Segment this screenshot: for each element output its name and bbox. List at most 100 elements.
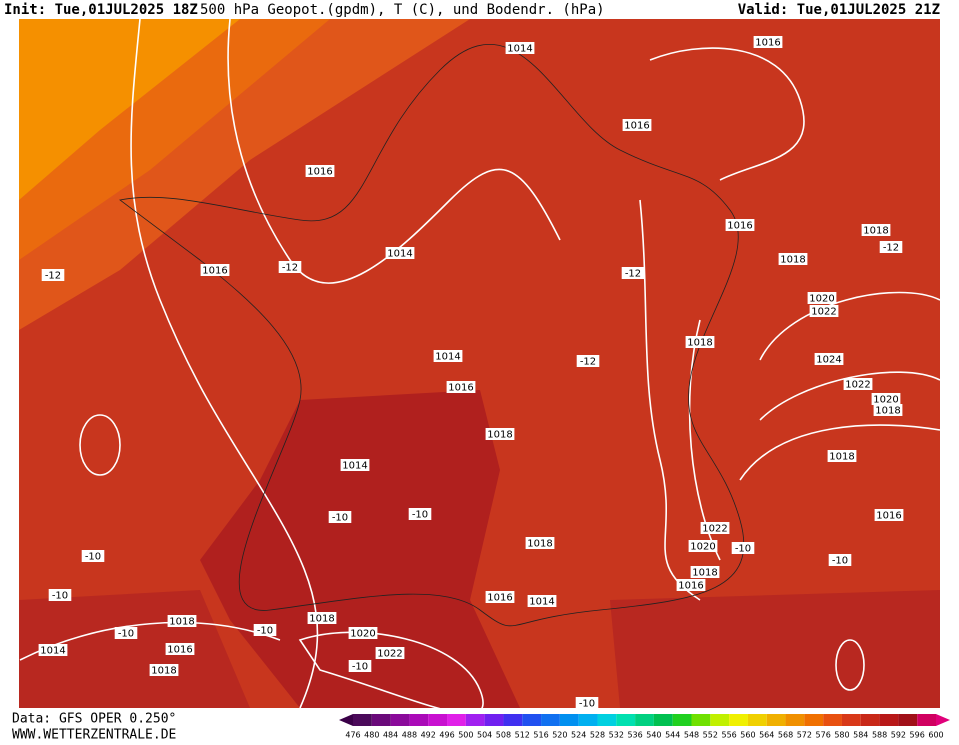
isobar-label: 1022 bbox=[377, 649, 402, 660]
cold-core bbox=[200, 390, 520, 708]
label-box bbox=[725, 219, 755, 231]
label-box bbox=[375, 647, 405, 659]
scale-label: 528 bbox=[590, 731, 605, 740]
isobar-label: 1014 bbox=[387, 249, 412, 260]
label-box bbox=[809, 305, 839, 317]
label-box bbox=[873, 404, 903, 416]
scale-label: 564 bbox=[759, 731, 774, 740]
scale-swatch bbox=[823, 714, 842, 726]
scale-swatch bbox=[841, 714, 861, 726]
isobar-label: 1024 bbox=[816, 355, 841, 366]
isobar-label: 1016 bbox=[727, 221, 752, 232]
label-box bbox=[879, 241, 903, 253]
isobar-label: 1014 bbox=[507, 44, 532, 55]
scale-label: 596 bbox=[910, 731, 925, 740]
scale-label: 592 bbox=[891, 731, 906, 740]
website: WWW.WETTERZENTRALE.DE bbox=[12, 728, 176, 742]
scale-swatch bbox=[898, 714, 918, 726]
label-box bbox=[485, 428, 515, 440]
isobar-label: 1016 bbox=[487, 593, 512, 604]
label-box bbox=[828, 554, 852, 566]
isobar-label: 1018 bbox=[863, 226, 888, 237]
scale-swatch bbox=[917, 714, 936, 726]
scale-label: 584 bbox=[853, 731, 868, 740]
scale-label: 524 bbox=[571, 731, 586, 740]
scale-swatch bbox=[541, 714, 560, 726]
label-box bbox=[688, 540, 718, 552]
scale-swatch bbox=[766, 714, 786, 726]
label-box bbox=[307, 612, 337, 624]
scale-label: 488 bbox=[402, 731, 417, 740]
label-box bbox=[38, 644, 68, 656]
label-box bbox=[807, 292, 837, 304]
scale-swatch bbox=[785, 714, 805, 726]
isobar-label: 1016 bbox=[307, 167, 332, 178]
scale-arrow-right bbox=[936, 714, 950, 726]
label-box bbox=[685, 336, 715, 348]
isobar-label: 1016 bbox=[624, 121, 649, 132]
isobar-label: -10 bbox=[118, 629, 134, 640]
scale-label: 500 bbox=[458, 731, 473, 740]
isobar-label: -12 bbox=[45, 271, 61, 282]
label-box bbox=[167, 615, 197, 627]
scale-label: 552 bbox=[703, 731, 718, 740]
scale-label: 544 bbox=[665, 731, 680, 740]
scale-swatch bbox=[616, 714, 636, 726]
scale-arrow-left bbox=[339, 714, 353, 726]
label-box bbox=[81, 550, 105, 562]
scale-label: 588 bbox=[872, 731, 887, 740]
isobar-label: 1016 bbox=[167, 645, 192, 656]
isobar-label: -10 bbox=[332, 513, 348, 524]
scale-swatch bbox=[635, 714, 654, 726]
label-box bbox=[621, 267, 645, 279]
label-box bbox=[305, 165, 335, 177]
borders bbox=[119, 43, 745, 627]
isobar-label: 1018 bbox=[309, 614, 334, 625]
map-title: 500 hPa Geopot.(gpdm), T (C), und Bodend… bbox=[200, 2, 605, 18]
scale-swatch bbox=[465, 714, 485, 726]
label-box bbox=[505, 42, 535, 54]
isobar-label: -12 bbox=[625, 269, 641, 280]
label-box bbox=[278, 261, 302, 273]
label-box bbox=[843, 378, 873, 390]
isobar-label: 1014 bbox=[435, 352, 460, 363]
isobars bbox=[19, 18, 941, 715]
scale-swatch bbox=[390, 714, 410, 726]
label-box bbox=[874, 509, 904, 521]
label-box bbox=[527, 595, 557, 607]
label-box bbox=[165, 643, 195, 655]
isobar-label: 1018 bbox=[169, 617, 194, 628]
label-box bbox=[253, 624, 277, 636]
isobar-label: 1022 bbox=[845, 380, 870, 391]
isobar-label: 1018 bbox=[829, 452, 854, 463]
cold-core-south bbox=[610, 590, 940, 708]
scale-label: 512 bbox=[515, 731, 530, 740]
isobar-label: 1020 bbox=[690, 542, 715, 553]
scale-label: 496 bbox=[439, 731, 454, 740]
isobar-label: 1018 bbox=[687, 338, 712, 349]
isobar-label: 1016 bbox=[678, 581, 703, 592]
scale-label: 572 bbox=[797, 731, 812, 740]
scale-swatch bbox=[672, 714, 692, 726]
scale-swatch bbox=[653, 714, 673, 726]
isobar-label: 1020 bbox=[350, 629, 375, 640]
label-box bbox=[871, 393, 901, 405]
scale-label: 476 bbox=[345, 731, 360, 740]
scale-label: 480 bbox=[364, 731, 379, 740]
label-box bbox=[814, 353, 844, 365]
label-box bbox=[485, 591, 515, 603]
isobar-label: -12 bbox=[282, 263, 298, 274]
scale-swatch bbox=[428, 714, 448, 726]
isobar-label: 1018 bbox=[527, 539, 552, 550]
isobar-label: 1014 bbox=[529, 597, 554, 608]
color-scale: 476 480 484 488 492 496 500 504 508 512 516 520 524 5… bbox=[339, 714, 950, 740]
scale-swatch bbox=[578, 714, 598, 726]
scale-label: 484 bbox=[383, 731, 398, 740]
scale-swatch bbox=[409, 714, 429, 726]
isobar-label: 1020 bbox=[873, 395, 898, 406]
isobar-labels: 1014 1016 1016 1016 1016 1018 -12 1018 1014 -12 10… bbox=[38, 36, 904, 710]
isobar-label: -10 bbox=[352, 662, 368, 673]
scale-label: 516 bbox=[533, 731, 548, 740]
isobar-label: -10 bbox=[579, 699, 595, 710]
